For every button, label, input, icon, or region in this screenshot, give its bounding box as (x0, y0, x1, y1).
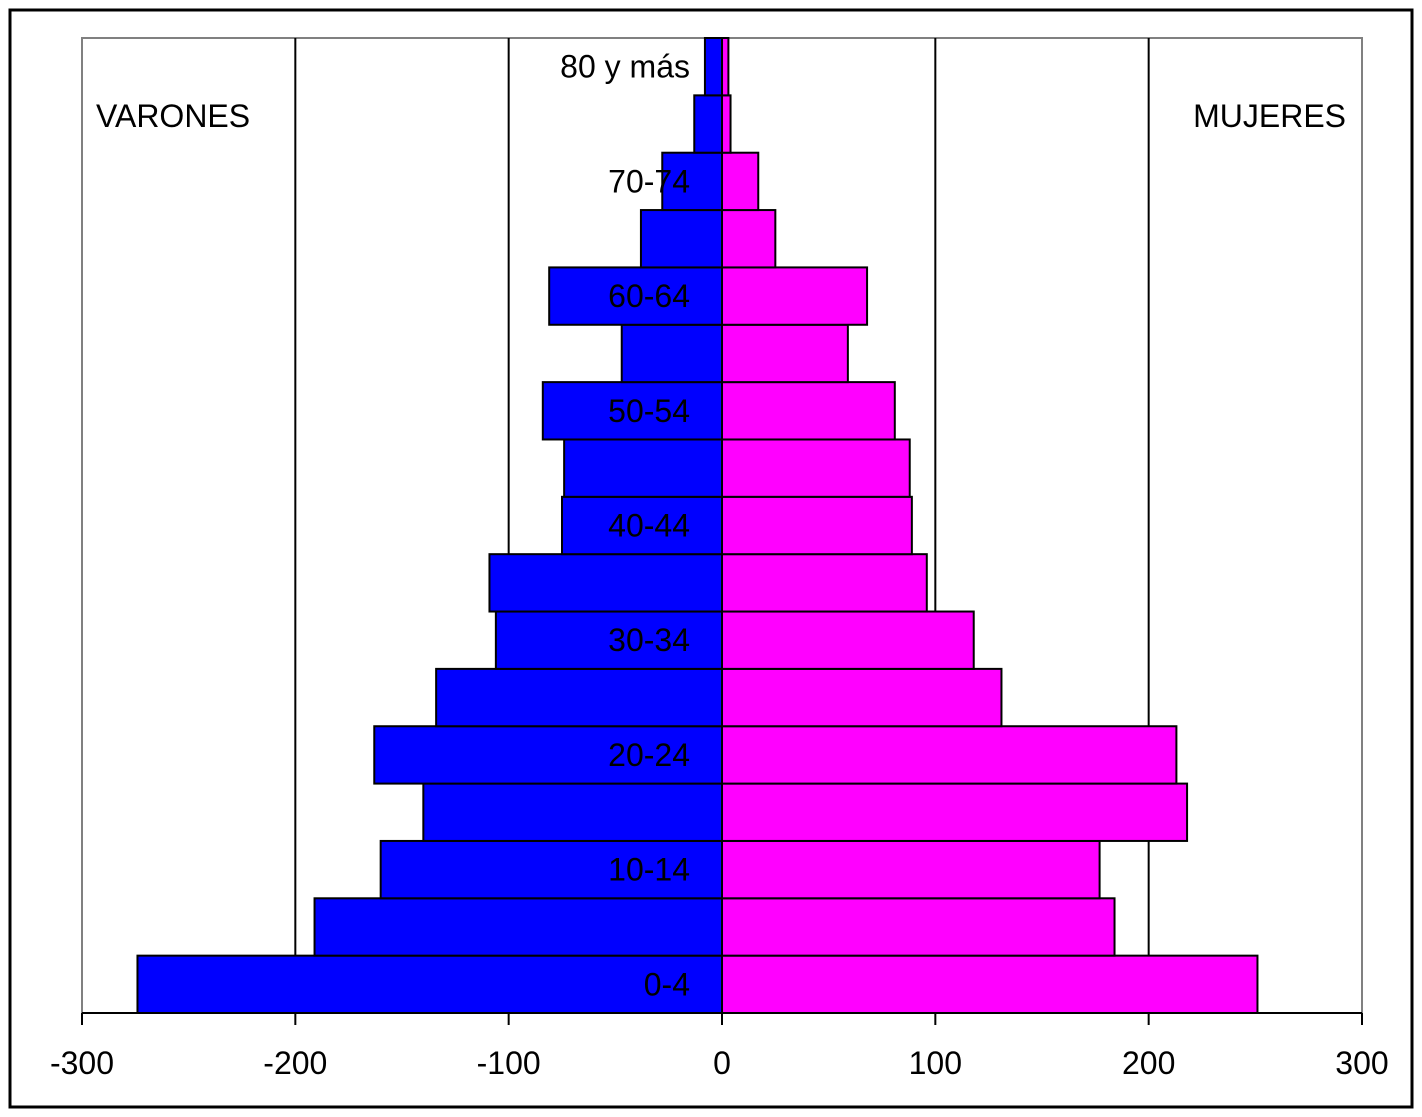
bar-varones-45-49 (563, 438, 724, 498)
category-labels: 0-4 10-14 20-24 30-34 40-44 50-54 60-64 70-74 80… (560, 49, 690, 1003)
x-tick-label: 200 (1122, 1045, 1175, 1081)
bar-varones-65-69 (639, 209, 724, 269)
bar-mujeres-60-64 (721, 266, 869, 326)
bars-mujeres (721, 37, 1259, 1014)
x-tick-label: -200 (263, 1045, 327, 1081)
bar-mujeres-40-44 (721, 495, 913, 556)
x-axis: -300 -200 -100 0 100 200 300 (50, 1012, 1389, 1081)
annotation-varones: VARONES (96, 98, 250, 134)
bars-varones (136, 37, 724, 1014)
bar-mujeres-35-39 (721, 553, 928, 613)
bar-mujeres-75-79 (721, 94, 732, 154)
bar-mujeres-0-4 (721, 954, 1259, 1014)
bar-varones-50-54 (541, 381, 723, 441)
category-label: 40-44 (608, 508, 690, 544)
x-tick-label: 100 (909, 1045, 962, 1081)
bar-mujeres-5-9 (721, 897, 1116, 957)
bar-mujeres-70-74 (721, 151, 760, 212)
x-tick-label: 300 (1335, 1045, 1388, 1081)
bar-varones-75-79 (693, 94, 723, 154)
bar-varones-30-34 (494, 610, 723, 670)
bar-mujeres-45-49 (721, 438, 911, 498)
category-label: 80 y más (560, 49, 690, 85)
bar-varones-25-29 (435, 667, 723, 728)
bar-mujeres-30-34 (721, 610, 975, 670)
bar-varones-55-59 (620, 323, 724, 384)
category-label: 50-54 (608, 393, 690, 429)
bar-mujeres-15-19 (721, 782, 1189, 842)
category-label: 70-74 (608, 163, 690, 199)
bar-mujeres-50-54 (721, 381, 896, 441)
bar-mujeres-10-14 (721, 839, 1101, 900)
bar-mujeres-65-69 (721, 209, 777, 269)
bar-varones-80-y-más (703, 37, 724, 97)
category-label: 0-4 (644, 966, 690, 1002)
bar-varones-40-44 (561, 495, 723, 556)
category-label: 30-34 (608, 622, 690, 658)
annotation-mujeres: MUJERES (1193, 98, 1346, 134)
category-label: 60-64 (608, 278, 690, 314)
bar-mujeres-55-59 (721, 323, 849, 384)
bar-varones-0-4 (136, 954, 723, 1014)
category-label: 20-24 (608, 737, 690, 773)
x-tick-label: -100 (477, 1045, 541, 1081)
bar-varones-35-39 (488, 553, 724, 613)
x-tick-label: 0 (713, 1045, 731, 1081)
bar-varones-15-19 (422, 782, 723, 842)
bar-varones-5-9 (313, 897, 723, 957)
bar-mujeres-20-24 (721, 725, 1178, 785)
bar-mujeres-25-29 (721, 667, 1003, 728)
category-label: 10-14 (608, 852, 690, 888)
x-tick-label: -300 (50, 1045, 114, 1081)
